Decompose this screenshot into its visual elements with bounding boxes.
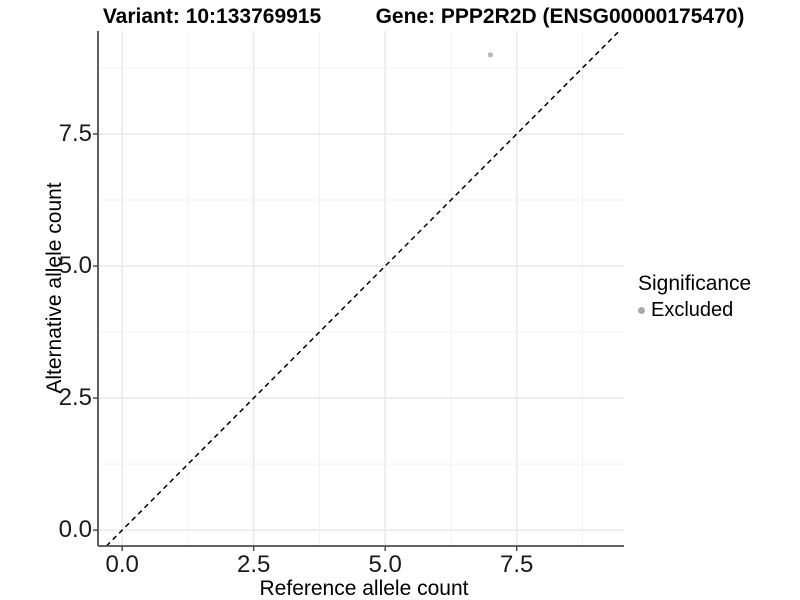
x-tick-label: 5.0	[368, 551, 402, 578]
y-tick-label: 7.5	[58, 120, 92, 147]
x-axis-title: Reference allele count	[259, 577, 469, 600]
y-tick-label: 0.0	[58, 516, 92, 544]
legend-item-excluded: Excluded	[638, 299, 751, 322]
data-point	[487, 52, 494, 58]
x-tick-label: 7.5	[500, 551, 534, 578]
legend-item-label: Excluded	[651, 299, 734, 321]
y-axis-title: Alternative allele count	[43, 182, 66, 394]
plot-title-gene: Gene: PPP2R2D (ENSG00000175470)	[375, 5, 745, 28]
legend-title: Significance	[638, 272, 752, 295]
identity-dashed-line	[105, 30, 620, 547]
x-tick-label: 0.0	[105, 551, 139, 578]
y-tick-label: 2.5	[58, 384, 92, 412]
y-tick-label: 5.0	[58, 252, 92, 280]
legend: Significance Excluded	[638, 272, 751, 322]
plot-title-variant: Variant: 10:133769915	[102, 5, 322, 28]
legend-point-icon	[638, 307, 645, 314]
x-tick-label: 2.5	[237, 551, 271, 578]
